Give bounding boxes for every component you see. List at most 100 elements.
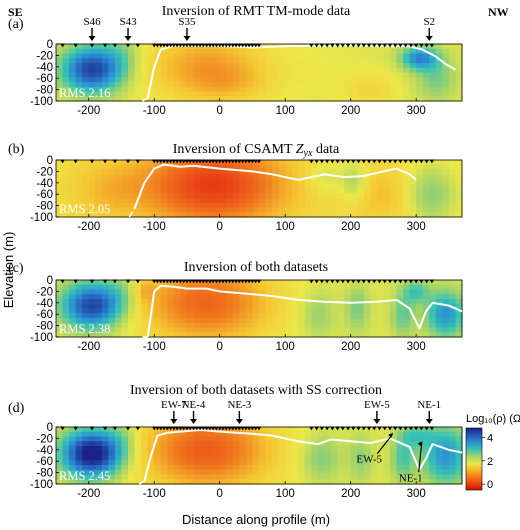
heatmap-cell xyxy=(272,427,280,433)
heatmap-cell xyxy=(285,294,293,300)
heatmap-cell xyxy=(370,446,378,452)
heatmap-cell xyxy=(56,169,64,175)
station-marker xyxy=(151,279,157,284)
station-marker xyxy=(319,426,325,431)
heatmap-cell xyxy=(160,284,168,291)
heatmap-cell xyxy=(108,91,116,97)
heatmap-cell xyxy=(455,284,463,291)
heatmap-cell xyxy=(200,86,208,93)
heatmap-cell xyxy=(180,91,188,97)
heatmap-cell xyxy=(337,431,345,438)
heatmap-cell xyxy=(409,183,417,190)
heatmap-cell xyxy=(232,58,240,64)
heatmap-cell xyxy=(75,198,83,204)
heatmap-cell xyxy=(232,202,240,209)
heatmap-cell xyxy=(272,469,280,476)
heatmap-cell xyxy=(128,77,136,83)
rms-label-3: RMS 2.45 xyxy=(59,469,110,483)
heatmap-cell xyxy=(311,207,319,213)
station-label: S46 xyxy=(83,16,101,28)
heatmap-cell xyxy=(56,67,64,74)
heatmap-cell xyxy=(245,446,254,452)
station-marker xyxy=(253,159,259,164)
heatmap-cell xyxy=(219,169,227,175)
station-marker xyxy=(164,43,170,48)
panel-label-c: (c) xyxy=(8,261,24,276)
heatmap-cell xyxy=(173,183,182,190)
heatmap-cell xyxy=(173,96,182,102)
heatmap-3 xyxy=(56,427,463,485)
heatmap-cell xyxy=(88,474,96,480)
heatmap-cell xyxy=(416,431,424,438)
heatmap-cell xyxy=(278,322,286,329)
heatmap-cell xyxy=(311,289,319,295)
heatmap-cell xyxy=(344,318,352,324)
heatmap-cell xyxy=(285,179,293,185)
heatmap-cell xyxy=(154,455,162,461)
heatmap-cell xyxy=(114,284,123,291)
heatmap-cell xyxy=(272,455,280,461)
heatmap-cell xyxy=(108,465,116,471)
heatmap-cell xyxy=(259,303,267,310)
heatmap-cell xyxy=(363,318,371,324)
heatmap-cell xyxy=(448,63,457,69)
heatmap-cell xyxy=(383,72,391,78)
heatmap-cell xyxy=(331,63,339,69)
heatmap-cell xyxy=(376,179,385,185)
heatmap-cell xyxy=(383,174,391,180)
heatmap-cell xyxy=(259,179,267,185)
heatmap-cell xyxy=(232,77,240,83)
heatmap-cell xyxy=(370,469,378,476)
heatmap-cell xyxy=(69,53,77,59)
heatmap-cell xyxy=(304,160,312,166)
station-marker xyxy=(308,43,314,48)
heatmap-cell xyxy=(337,318,345,324)
heatmap-cell xyxy=(180,169,188,175)
heatmap-cell xyxy=(442,479,450,485)
x-tick-label: 200 xyxy=(341,105,360,117)
heatmap-cell xyxy=(245,77,254,83)
heatmap-cell xyxy=(350,53,358,59)
heatmap-cell xyxy=(435,193,443,199)
heatmap-cell xyxy=(389,313,398,319)
heatmap-cell xyxy=(213,183,221,190)
heatmap-cell xyxy=(167,455,175,461)
heatmap-cell xyxy=(206,436,214,442)
heatmap-cell xyxy=(324,44,332,50)
heatmap-cell xyxy=(455,82,463,88)
heatmap-cell xyxy=(252,207,260,213)
heatmap-cell xyxy=(337,332,345,338)
heatmap-cell xyxy=(389,460,398,466)
heatmap-cell xyxy=(278,332,286,338)
colorbar-gradient xyxy=(465,427,483,491)
station-marker xyxy=(377,43,382,48)
heatmap-cell xyxy=(226,77,234,83)
heatmap-cell xyxy=(101,303,109,310)
heatmap-cell xyxy=(403,53,411,59)
heatmap-cell xyxy=(311,303,319,310)
heatmap-cell xyxy=(121,436,129,442)
heatmap-cell xyxy=(134,332,142,338)
heatmap-cell xyxy=(324,308,332,314)
heatmap-cell xyxy=(82,169,90,175)
heatmap-cell xyxy=(383,427,391,433)
heatmap-cell xyxy=(88,86,96,93)
heatmap-cell xyxy=(422,91,430,97)
heatmap-cell xyxy=(200,455,208,461)
station-marker xyxy=(424,43,430,48)
heatmap-cell xyxy=(69,308,77,314)
heatmap-cell xyxy=(363,303,371,310)
heatmap-cell xyxy=(69,479,77,485)
heatmap-cell xyxy=(285,327,293,333)
heatmap-cell xyxy=(56,160,64,166)
heatmap-cell xyxy=(357,67,365,74)
heatmap-cell xyxy=(121,82,129,88)
heatmap-cell xyxy=(435,63,443,69)
heatmap-cell xyxy=(389,212,398,218)
heatmap-cell xyxy=(167,431,175,438)
station-marker xyxy=(413,426,419,431)
station-marker xyxy=(181,426,187,431)
heatmap-cell xyxy=(265,48,273,55)
heatmap-cell xyxy=(259,183,267,190)
y-tick-label: -20 xyxy=(36,433,53,445)
